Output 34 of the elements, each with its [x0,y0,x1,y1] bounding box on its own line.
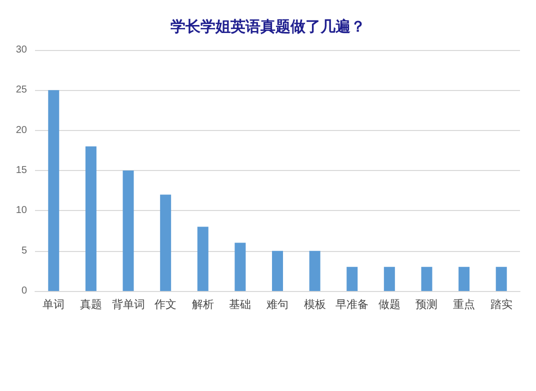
bar [496,266,507,291]
x-tick-label: 作文 [154,298,177,311]
x-tick-label: 模板 [304,298,326,311]
x-tick-label: 踏实 [490,298,512,311]
bar [458,266,470,291]
bar [160,194,172,291]
y-tick-label: 10 [16,205,28,216]
x-tick-label: 单词 [42,298,65,311]
bar [309,250,320,291]
x-tick-label: 真题 [80,298,102,311]
bar [122,170,134,291]
x-tick-label: 解析 [192,298,214,311]
bar [234,242,246,291]
x-tick-label: 早准备 [336,298,369,311]
x-tick-label: 预测 [416,298,438,311]
x-tick-label: 重点 [453,298,476,311]
y-tick-label: 30 [16,44,28,56]
x-tick-label: 背单词 [112,298,145,311]
y-tick-label: 5 [21,245,28,256]
y-tick-label: 25 [16,84,28,96]
bar [85,146,96,291]
bar [384,266,395,291]
y-tick-label: 20 [16,124,28,136]
bar [197,226,208,291]
chart-title: 学长学姐英语真题做了几遍？ [170,18,366,36]
y-tick-label: 15 [16,165,28,176]
y-tick-label: 0 [21,286,28,296]
bar [421,266,432,291]
x-tick-label: 基础 [229,298,252,311]
bar [346,266,358,291]
bar [272,250,283,291]
x-tick-label: 做题 [378,298,400,311]
x-tick-label: 难句 [266,298,288,311]
bar [48,90,60,291]
